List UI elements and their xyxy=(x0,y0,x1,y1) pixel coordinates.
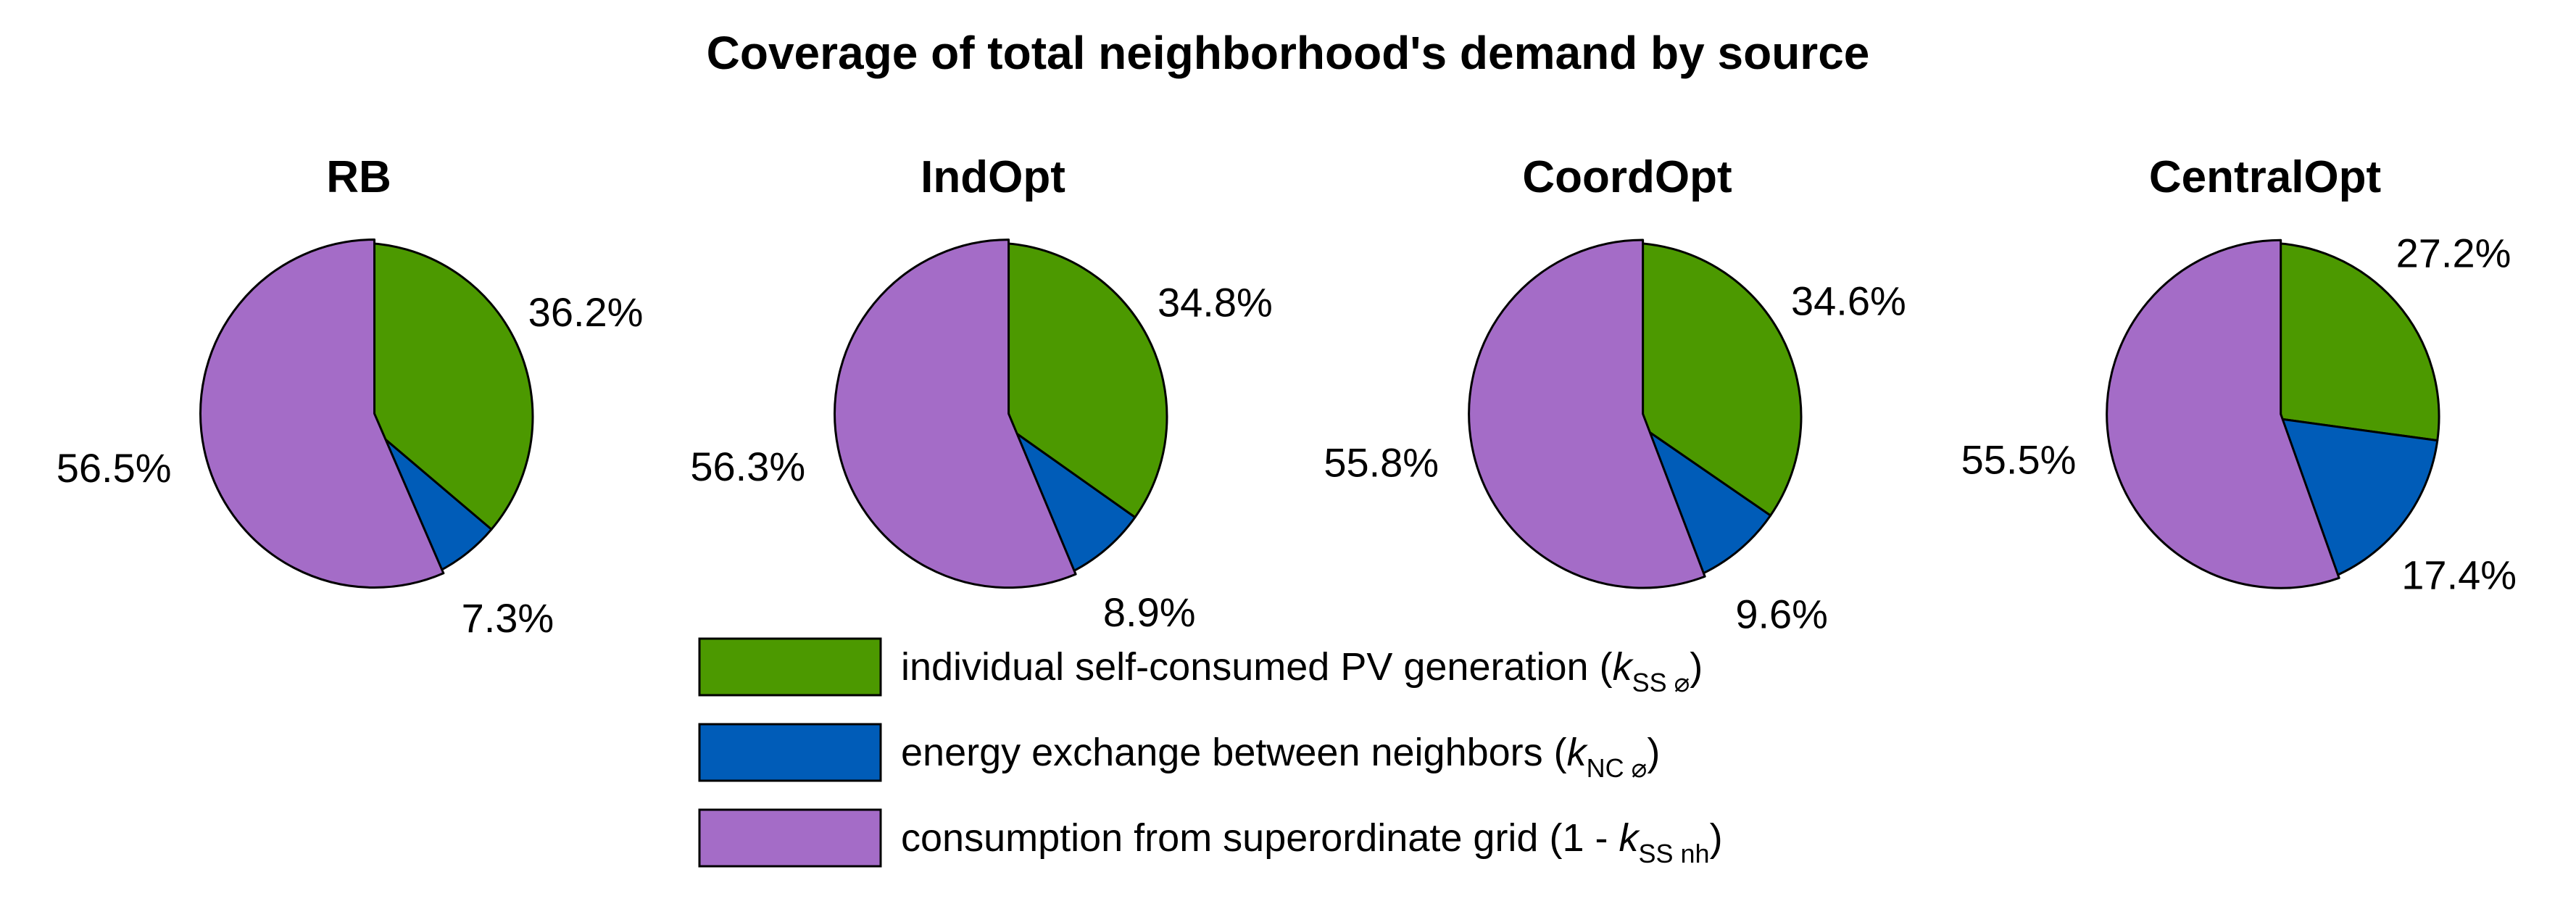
pie-label-exchange: 9.6% xyxy=(1735,591,1828,636)
pie-label-pv: 34.6% xyxy=(1791,278,1906,324)
pie-slice-pv xyxy=(357,241,534,531)
pie-label-grid: 56.3% xyxy=(690,444,805,489)
pie-title: IndOpt xyxy=(921,152,1065,202)
pie-label-exchange: 17.4% xyxy=(2401,552,2517,598)
pie-title: CentralOpt xyxy=(2149,152,2381,202)
pie-rb: RB 36.2% 7.3% 56.5% xyxy=(57,152,644,641)
legend-swatch xyxy=(698,723,882,782)
legend-swatch xyxy=(698,808,882,868)
pie-title: CoordOpt xyxy=(1522,152,1732,202)
pie-label-exchange: 8.9% xyxy=(1103,589,1196,635)
legend-label: consumption from superordinate grid (1 -… xyxy=(901,816,1723,868)
pie-coordopt: CoordOpt 34.6% 9.6% 55.8% xyxy=(1324,152,1906,636)
legend-math-var: k xyxy=(1619,816,1640,860)
pie-slice-grid xyxy=(1468,238,1706,589)
pie-label-exchange: 7.3% xyxy=(462,595,554,641)
pie-slice-grid xyxy=(199,238,445,589)
pie-title: RB xyxy=(326,152,391,202)
legend-math-var: k xyxy=(1567,731,1589,774)
pie-slice-pv xyxy=(2264,241,2440,442)
legend-math-var: k xyxy=(1613,645,1634,689)
legend-swatch xyxy=(698,637,882,697)
legend-math-sub: SS nh xyxy=(1638,839,1709,868)
pie-slice-grid xyxy=(834,238,1077,589)
pie-slice-exchange xyxy=(2264,415,2439,582)
pie-slice-pv xyxy=(1626,241,1803,517)
legend-name: consumption from superordinate grid xyxy=(901,816,1538,860)
legend-name: individual self-consumed PV generation xyxy=(901,645,1589,689)
pie-label-grid: 56.5% xyxy=(57,445,172,491)
pie-label-pv: 34.8% xyxy=(1158,279,1273,325)
pie-slice-grid xyxy=(2106,238,2340,589)
pie-centralopt: CentralOpt 27.2% 17.4% 55.5% xyxy=(1961,152,2517,598)
pie-indopt: IndOpt 34.8% 8.9% 56.3% xyxy=(690,152,1272,635)
pie-label-grid: 55.5% xyxy=(1961,437,2077,483)
legend-item-pv: individual self-consumed PV generation (… xyxy=(698,637,1703,697)
legend-label: individual self-consumed PV generation (… xyxy=(901,645,1703,697)
pie-slice-pv xyxy=(992,241,1168,519)
legend: individual self-consumed PV generation (… xyxy=(698,637,1723,868)
figure-title: Coverage of total neighborhood's demand … xyxy=(707,27,1870,79)
legend-item-grid: consumption from superordinate grid (1 -… xyxy=(698,808,1723,868)
pie-label-grid: 55.8% xyxy=(1324,440,1439,486)
pie-charts: RB 36.2% 7.3% 56.5% IndOpt 34.8% 8.9% 56.3% Coor… xyxy=(57,152,2517,641)
legend-math-sub: NC ⌀ xyxy=(1587,753,1648,783)
legend-name: energy exchange between neighbors xyxy=(901,731,1543,774)
legend-label: energy exchange between neighbors (kNC ⌀… xyxy=(901,731,1660,783)
legend-math-prefix: 1 - xyxy=(1562,816,1619,860)
pie-label-pv: 27.2% xyxy=(2396,230,2511,275)
pie-label-pv: 36.2% xyxy=(528,289,644,335)
legend-item-exchange: energy exchange between neighbors (kNC ⌀… xyxy=(698,723,1660,783)
legend-math-sub: SS ⌀ xyxy=(1632,668,1690,697)
